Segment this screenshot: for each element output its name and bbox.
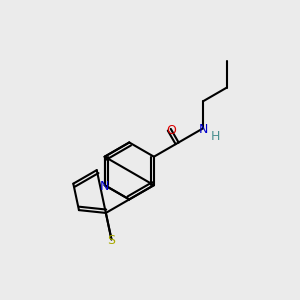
Text: N: N (100, 180, 109, 193)
Text: H: H (211, 130, 220, 143)
Text: O: O (166, 124, 176, 137)
Text: N: N (199, 123, 208, 136)
Text: S: S (107, 234, 116, 248)
